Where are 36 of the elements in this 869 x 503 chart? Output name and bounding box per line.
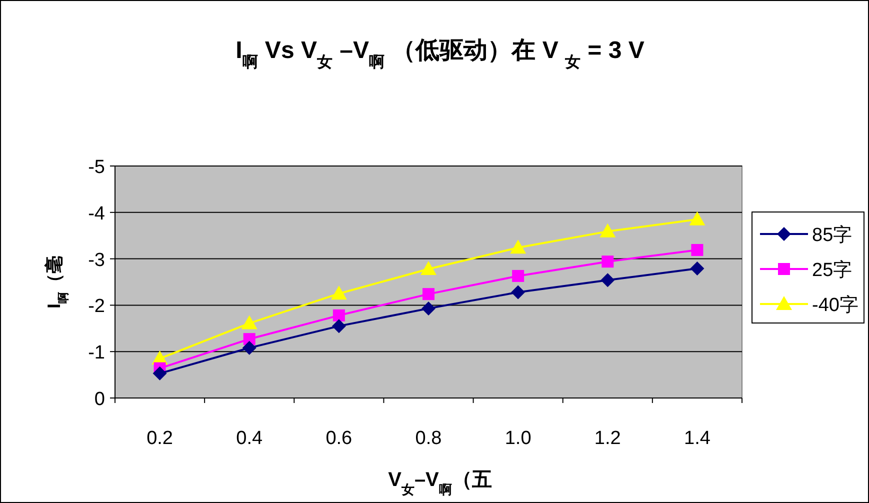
point xyxy=(420,261,436,276)
x-tick-label: 1.2 xyxy=(594,428,621,449)
y-tick-label: -2 xyxy=(88,296,105,318)
y-tick-label: -5 xyxy=(88,157,105,178)
chart-title: I$_{啊}$ Vs V$_{女}$ –V$_{啊}$ （低驱动）在 V $_{女}$ = 3 V xyxy=(236,37,644,70)
legend-label: -40字 xyxy=(812,294,858,316)
point xyxy=(512,270,524,282)
point xyxy=(422,301,436,316)
point xyxy=(691,244,704,256)
y-tick-label: -3 xyxy=(88,250,105,271)
legend-label: 85字 xyxy=(812,224,852,246)
point xyxy=(690,262,704,276)
point xyxy=(332,319,346,334)
point xyxy=(510,240,526,254)
y-tick-label: -4 xyxy=(88,203,106,224)
y-tick-label: 0 xyxy=(94,389,105,410)
x-tick-label: 0.2 xyxy=(146,428,173,449)
x-tick-label: 1.4 xyxy=(684,428,711,449)
point xyxy=(689,211,706,226)
point xyxy=(152,366,167,380)
x-tick-label: 0.4 xyxy=(236,428,263,449)
x-tick-label: 0.6 xyxy=(326,428,352,449)
x-tick-label: 0.8 xyxy=(415,428,442,449)
point xyxy=(602,256,614,268)
point xyxy=(600,223,616,238)
y-tick-label: -1 xyxy=(88,342,105,364)
point xyxy=(330,286,347,300)
x-tick-label: 1.0 xyxy=(504,428,532,449)
legend-label: 25字 xyxy=(812,259,852,281)
x-axis-title: V$_{女}$–V$_{啊}$（五 xyxy=(388,469,492,496)
point xyxy=(511,285,526,300)
point xyxy=(422,288,434,300)
point xyxy=(600,273,615,288)
point xyxy=(242,340,256,355)
point xyxy=(241,315,258,330)
point xyxy=(332,309,345,322)
